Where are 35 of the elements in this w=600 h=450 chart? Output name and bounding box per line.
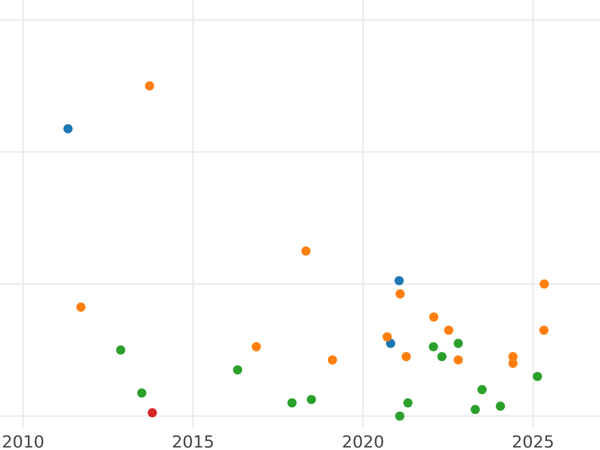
point xyxy=(454,355,463,365)
point xyxy=(144,81,154,90)
point xyxy=(233,365,242,374)
point xyxy=(382,332,392,342)
point xyxy=(539,326,549,335)
point xyxy=(532,372,542,382)
point xyxy=(306,394,316,404)
point xyxy=(396,289,405,298)
point xyxy=(76,302,86,312)
point xyxy=(477,385,487,394)
x-tick-label: 2020 xyxy=(343,435,384,448)
point xyxy=(137,388,146,398)
point xyxy=(395,411,404,421)
point xyxy=(301,246,311,256)
point xyxy=(403,398,413,408)
point xyxy=(496,402,506,411)
point xyxy=(116,345,126,355)
point xyxy=(454,338,463,348)
point xyxy=(508,358,518,368)
point xyxy=(429,312,438,322)
point xyxy=(252,342,261,352)
point xyxy=(63,124,73,134)
point xyxy=(287,398,297,408)
point xyxy=(148,408,157,418)
point xyxy=(394,276,404,286)
x-tick-label: 2015 xyxy=(173,435,213,448)
point xyxy=(444,326,454,335)
x-tick-label: 2010 xyxy=(3,435,44,448)
x-tick-label: 2025 xyxy=(513,435,553,448)
point xyxy=(470,404,480,414)
point xyxy=(437,352,447,362)
point xyxy=(328,355,338,365)
point xyxy=(540,279,549,289)
point xyxy=(428,342,438,352)
point xyxy=(402,352,411,362)
